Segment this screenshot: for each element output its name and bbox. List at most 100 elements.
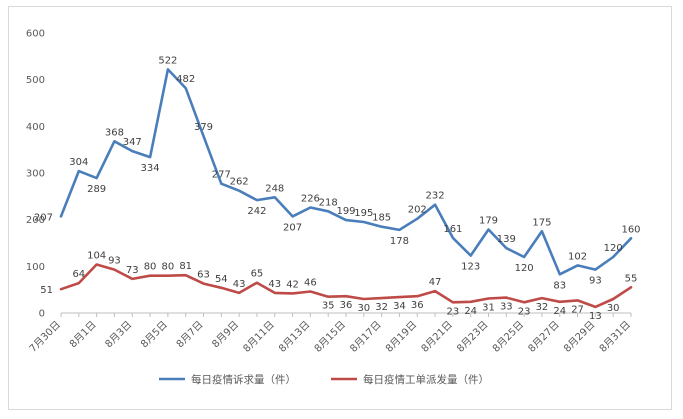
x-tick-label: 8月3日 [103,319,135,351]
x-tick-label: 8月23日 [454,319,490,355]
data-label: 160 [621,224,640,235]
x-tick-label: 8月21日 [419,319,455,355]
data-label: 64 [72,269,85,280]
data-label: 232 [426,191,445,202]
data-label: 46 [304,278,317,289]
data-label: 63 [197,270,210,281]
data-label: 482 [176,74,195,85]
data-label: 207 [283,222,302,233]
data-label: 35 [322,301,335,312]
data-label: 65 [251,269,264,280]
data-label: 347 [123,137,142,148]
legend-label: 每日疫情诉求量（件） [191,373,296,386]
y-tick-label: 600 [26,29,45,40]
y-tick-label: 400 [26,122,45,133]
data-label: 175 [532,217,551,228]
y-tick-label: 0 [39,309,45,320]
data-label: 93 [108,256,121,267]
data-label: 242 [247,206,266,217]
data-labels: 2073042893683473345224823792772622422482… [34,55,641,322]
y-tick-label: 100 [26,262,45,273]
data-label: 51 [40,285,53,296]
data-label: 93 [589,276,602,287]
data-label: 277 [212,170,231,181]
data-label: 199 [336,206,355,217]
x-tick-label: 8月15日 [312,319,348,355]
data-label: 42 [286,279,299,290]
x-tick-label: 7月30日 [27,319,63,355]
data-label: 80 [162,262,175,273]
data-label: 120 [515,263,534,274]
data-label: 55 [625,273,638,284]
data-label: 195 [354,208,373,219]
x-tick-label: 8月5日 [138,319,170,351]
data-label: 120 [604,243,623,254]
data-label: 73 [126,265,139,276]
data-label: 226 [301,194,320,205]
data-label: 248 [265,183,284,194]
data-label: 47 [429,277,442,288]
data-label: 24 [553,306,566,317]
data-label: 43 [268,279,281,290]
data-label: 368 [105,127,124,138]
data-label: 334 [141,163,160,174]
data-label: 36 [411,300,424,311]
data-label: 218 [319,197,338,208]
data-label: 13 [589,311,602,322]
data-label: 522 [158,55,177,66]
x-axis: 7月30日 8月1日 8月3日 8月5日 8月7日 8月9日 8月11日 8月13日 8月15日… [27,312,633,355]
data-label: 30 [357,303,370,314]
legend-label: 每日疫情工单派发量（件） [363,373,489,386]
x-tick-label: 8月27日 [526,319,562,355]
data-label: 262 [230,177,249,188]
data-label: 34 [393,301,406,312]
x-tick-label: 8月19日 [383,319,419,355]
data-label: 80 [144,262,157,273]
data-label: 178 [390,236,409,247]
legend: 每日疫情诉求量（件） 每日疫情工单派发量（件） [159,373,489,386]
x-tick-label: 8月9日 [210,319,242,351]
data-label: 32 [375,302,388,313]
data-label: 23 [518,306,531,317]
x-tick-label: 8月25日 [490,319,526,355]
x-tick-label: 8月7日 [174,319,206,351]
data-label: 36 [340,300,353,311]
data-label: 24 [464,306,477,317]
data-label: 23 [447,306,460,317]
x-tick-label: 8月13日 [276,319,312,355]
y-tick-label: 300 [26,169,45,180]
line-chart: 0 100 200 300 400 500 600 7月30日 8月1日 8月3日 8月5日 8月7… [26,29,641,387]
chart-frame: 0 100 200 300 400 500 600 7月30日 8月1日 8月3日 8月5日 8月7… [8,6,672,410]
series-line-0 [59,68,633,276]
data-label: 207 [34,212,53,223]
data-label: 102 [568,251,587,262]
data-label: 83 [553,280,566,291]
x-tick-label: 8月31日 [597,319,633,355]
x-tick-label: 8月11日 [241,319,277,355]
data-label: 31 [482,303,495,314]
x-tick-label: 8月17日 [348,319,384,355]
data-label: 43 [233,279,246,290]
data-label: 139 [497,234,516,245]
y-axis: 0 100 200 300 400 500 600 [26,29,45,320]
data-label: 123 [461,262,480,273]
data-label: 202 [408,205,427,216]
data-label: 104 [87,250,106,261]
x-tick-label: 8月29日 [561,319,597,355]
data-label: 32 [536,302,549,313]
data-label: 289 [87,184,106,195]
data-label: 30 [607,303,620,314]
data-label: 185 [372,213,391,224]
data-label: 179 [479,215,498,226]
x-tick-label: 8月1日 [67,319,99,351]
data-label: 81 [179,261,192,272]
data-label: 304 [69,157,88,168]
series-layer [59,68,633,309]
data-label: 27 [571,304,584,315]
data-label: 33 [500,302,513,313]
data-label: 379 [194,122,213,133]
y-tick-label: 500 [26,75,45,86]
data-label: 161 [443,224,462,235]
data-label: 54 [215,274,228,285]
y-tick-label: 200 [26,215,45,226]
